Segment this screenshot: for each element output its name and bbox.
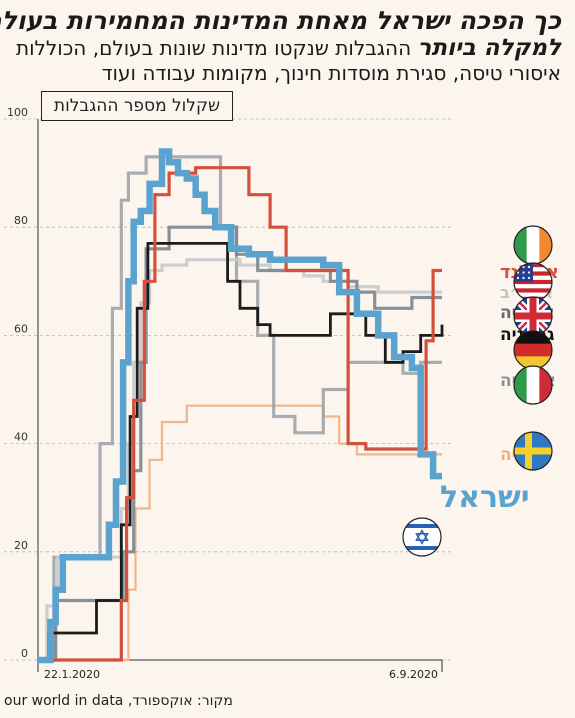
israel-flag-icon	[403, 518, 441, 556]
subheadline: למקלה ביותר ההגבלות שנקטו מדינות שונות ב…	[6, 36, 561, 60]
series-line-germany	[38, 242, 444, 662]
y-tick-label: 40	[14, 431, 28, 444]
flag-outline	[402, 517, 442, 557]
source-note: מקור: אוקספורד, our world in data	[4, 693, 233, 709]
y-axis-title: שקלול מספר ההגבלות	[41, 91, 233, 121]
series-label-israel: ישראל	[440, 480, 530, 515]
usa-flag-icon	[514, 263, 552, 301]
series-line-sweden	[38, 404, 442, 662]
y-tick-label: 20	[14, 539, 28, 552]
subheadline-text: ההגבלות שנקטו מדינות שונות בעולם, הכוללו…	[15, 36, 418, 60]
uk-flag-icon	[514, 297, 552, 335]
series-line-ireland	[38, 166, 442, 662]
y-tick-label: 60	[14, 322, 28, 335]
ireland-flag-icon	[514, 226, 552, 264]
headline: כך הפכה ישראל מאחת המדינות המחמירות בעול…	[0, 6, 561, 35]
flag-outline	[513, 431, 553, 471]
y-tick-label: 80	[14, 214, 28, 227]
series-line-israel	[38, 148, 442, 664]
x-tick-label: 22.1.2020	[44, 668, 100, 681]
y-tick-label: 0	[21, 647, 28, 660]
flag-outline	[513, 365, 553, 405]
subheadline-line2: איסורי טיסה, סגירת מוסדות חינוך, מקומות …	[101, 61, 561, 85]
headline-emphasis: למקלה ביותר	[417, 35, 561, 61]
y-tick-label: 100	[7, 106, 28, 119]
series-line-italy	[38, 155, 442, 662]
x-tick-label: 6.9.2020	[389, 668, 438, 681]
chart-title-block: כך הפכה ישראל מאחת המדינות המחמירות בעול…	[0, 6, 561, 86]
sweden-flag-icon	[514, 432, 552, 470]
